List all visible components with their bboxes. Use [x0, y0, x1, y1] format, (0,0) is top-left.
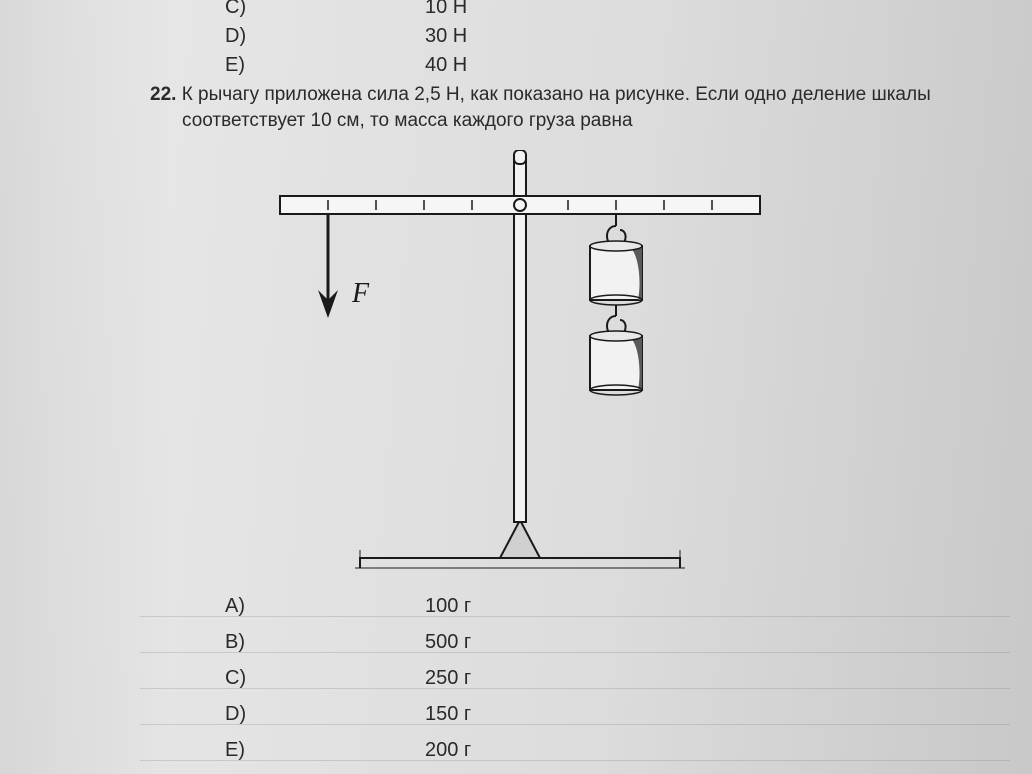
option-letter: E): [225, 54, 425, 77]
option-letter: D): [225, 25, 425, 48]
option-b: B) 500 г: [225, 624, 471, 660]
question-22: 22. К рычагу приложена сила 2,5 Н, как п…: [150, 82, 1010, 133]
option-letter: C): [225, 0, 425, 19]
option-value: 500 г: [425, 631, 471, 654]
option-value: 100 г: [425, 595, 471, 618]
option-letter: C): [225, 667, 425, 690]
option-value: 250 г: [425, 667, 471, 690]
prev-option-d: D) 30 H: [225, 25, 467, 48]
prev-option-e: E) 40 H: [225, 54, 467, 77]
option-value: 150 г: [425, 703, 471, 726]
question-22-options: A) 100 г B) 500 г C) 250 г D) 150 г E) 2…: [225, 588, 471, 768]
option-d: D) 150 г: [225, 696, 471, 732]
question-number: 22.: [150, 84, 176, 105]
option-value: 10 H: [425, 0, 467, 19]
lever-svg: F: [260, 150, 780, 580]
question-text-line2: соответствует 10 см, то масса каждого гр…: [182, 108, 633, 134]
option-letter: B): [225, 631, 425, 654]
question-text-line1: К рычагу приложена сила 2,5 Н, как показ…: [182, 84, 931, 105]
prev-question-options: C) 10 H D) 30 H E) 40 H: [225, 0, 467, 83]
option-value: 40 H: [425, 54, 467, 77]
option-e: E) 200 г: [225, 732, 471, 768]
option-value: 200 г: [425, 739, 471, 762]
page-surface: C) 10 H D) 30 H E) 40 H 22. К рычагу при…: [0, 0, 1032, 774]
option-a: A) 100 г: [225, 588, 471, 624]
option-letter: A): [225, 595, 425, 618]
page-fold-shadow: [0, 0, 170, 774]
prev-option-c: C) 10 H: [225, 0, 467, 19]
force-label: F: [351, 278, 370, 309]
option-letter: E): [225, 739, 425, 762]
lever-diagram: F: [260, 150, 780, 580]
option-c: C) 250 г: [225, 660, 471, 696]
option-value: 30 H: [425, 25, 467, 48]
option-letter: D): [225, 703, 425, 726]
